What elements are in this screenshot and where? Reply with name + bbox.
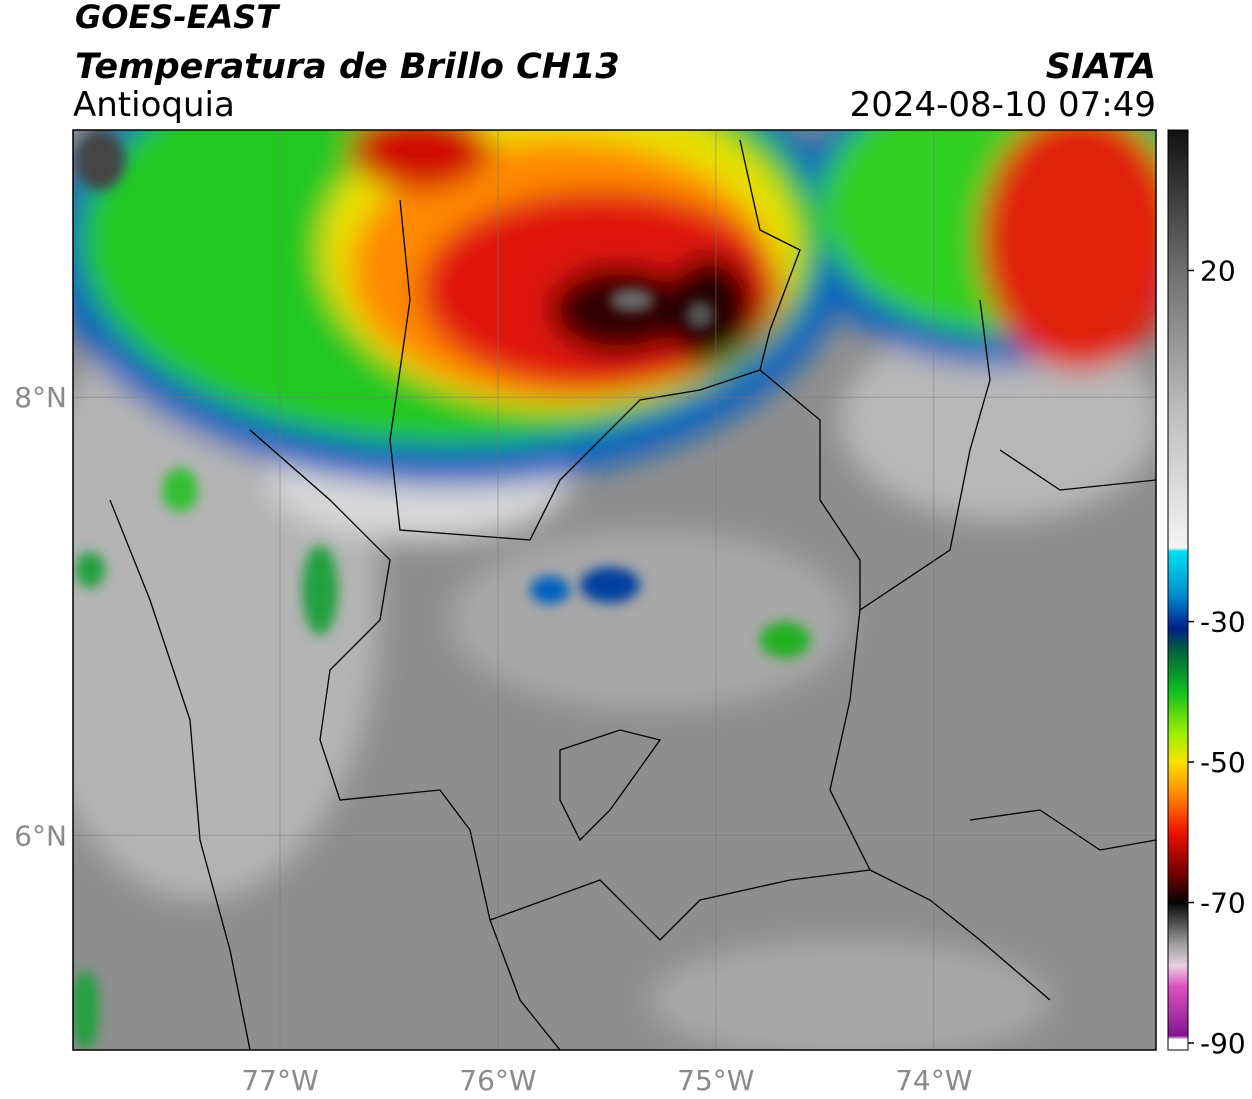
- x-tick-label: 77°W: [241, 1064, 318, 1097]
- source: SIATA: [1046, 47, 1156, 87]
- title: GOES-EAST: [75, 0, 280, 36]
- map-frame: [72, 129, 1157, 1051]
- colorbar-tick-label: -50: [1200, 746, 1246, 779]
- y-tick-label: 6°N: [14, 819, 67, 852]
- axes: 77°W 76°W 75°W 74°W 8°N 6°N 20 -30 -50 -70 -90: [14, 130, 1246, 1097]
- colorbar-tick-label: -70: [1200, 887, 1246, 920]
- x-tick-label: 75°W: [677, 1064, 754, 1097]
- region: Antioquia: [73, 85, 235, 125]
- x-tick-label: 74°W: [895, 1064, 972, 1097]
- x-tick-label: 76°W: [459, 1064, 536, 1097]
- datetime: 2024-08-10 07:49: [850, 85, 1156, 125]
- y-tick-label: 8°N: [14, 381, 67, 414]
- colorbar-tick-label: -30: [1200, 606, 1246, 639]
- borders: [109, 139, 1156, 1050]
- subtitle: Temperatura de Brillo CH13: [75, 47, 620, 87]
- satellite-image: [73, 130, 1156, 1050]
- colorbar-tick-label: 20: [1200, 254, 1236, 287]
- colorbar-tick-label: -90: [1200, 1027, 1246, 1060]
- colorbar: [1167, 129, 1189, 1051]
